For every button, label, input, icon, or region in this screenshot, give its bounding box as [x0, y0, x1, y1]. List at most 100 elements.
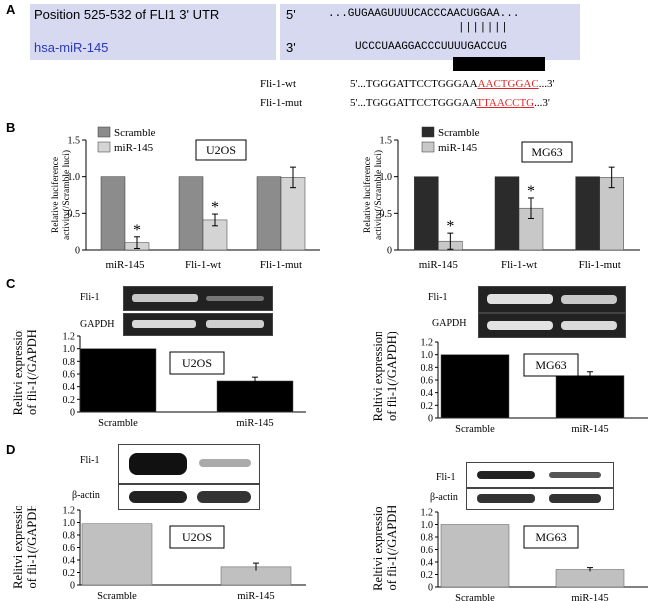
- bar: [599, 177, 624, 251]
- bar: [100, 176, 126, 251]
- y-tick-label: 0.4: [63, 382, 76, 393]
- bar: [178, 176, 204, 251]
- x-tick-label: miR-145: [236, 418, 273, 429]
- alignment-label-box: [30, 4, 276, 60]
- western-band: [197, 491, 251, 503]
- gel-band: [561, 295, 617, 304]
- gel-gapdh-c-right: [478, 313, 626, 338]
- x-tick-label: miR-145: [237, 591, 274, 601]
- legend-swatch: [97, 126, 111, 138]
- significance-star: *: [446, 218, 454, 235]
- bar: [256, 176, 282, 251]
- legend-label: miR-145: [114, 142, 154, 154]
- legend-label: miR-145: [438, 142, 478, 154]
- bar: [216, 380, 294, 413]
- y-axis-label: Relitvi expressionof fli-1(/GAPDH): [11, 330, 39, 415]
- cell-line-box: [169, 525, 225, 549]
- mut-construct-sequence: 5'...TGGGATTCCTGGGAATTAACCTG...3': [350, 97, 550, 109]
- gel-band: [487, 321, 553, 330]
- bar: [81, 523, 153, 586]
- x-tick-label: miR-145: [105, 259, 145, 271]
- cell-line-label: U2OS: [182, 356, 212, 370]
- mut-construct-label: Fli-1-mut: [260, 97, 303, 109]
- y-axis-label: Reltivi expressionof fli-1(/GAPDH): [371, 506, 399, 591]
- cell-line-label: MG63: [531, 145, 562, 159]
- x-tick-label: miR-145: [419, 259, 459, 271]
- legend-swatch: [421, 141, 435, 153]
- cell-line-box: [521, 141, 573, 163]
- cell-line-label: U2OS: [182, 530, 212, 544]
- y-axis-label-line: Reltivi expression: [371, 332, 385, 421]
- y-tick-label: 1.0: [63, 344, 76, 355]
- gel-label-fli1-c-left: Fli-1: [80, 292, 100, 303]
- y-tick-label: 0: [428, 414, 433, 425]
- cell-line-box: [523, 353, 579, 377]
- western-band: [549, 472, 601, 478]
- seed-region-block: [453, 57, 545, 71]
- gel-label-fli1-c-right: Fli-1: [428, 292, 448, 303]
- x-tick-label: Fli-1-wt: [185, 259, 221, 271]
- wt-seq-suffix: ...3': [538, 78, 555, 90]
- x-tick-label: miR-145: [571, 593, 608, 601]
- utr-sequence: ...GUGAAGUUUUCACCCAACUGGAA...: [328, 8, 520, 20]
- bar: [414, 176, 439, 251]
- wt-seq-prefix: 5'...TGGGATTCCTGGGAA: [350, 78, 478, 90]
- significance-star: *: [211, 199, 219, 216]
- legend-swatch: [97, 141, 111, 153]
- bar: [575, 176, 600, 251]
- y-tick-label: 1.2: [421, 338, 434, 349]
- y-tick-label: 0.2: [421, 401, 434, 412]
- x-tick-label: Scramble: [98, 418, 138, 429]
- x-tick-label: Fli-1-mut: [260, 259, 302, 271]
- western-band: [129, 491, 187, 503]
- wt-construct-label: Fli-1-wt: [260, 78, 297, 90]
- x-tick-label: Fli-1-mut: [579, 259, 621, 271]
- gel-fli1-c-right: [478, 286, 626, 313]
- western-band: [477, 494, 535, 503]
- gel-label-fli1-d-left: Fli-1: [80, 455, 100, 466]
- y-axis-label: Reltivi expressionof fli-1(/GAPDH): [371, 332, 399, 421]
- mut-seed-site: TTAACCTG: [476, 97, 535, 109]
- bar: [494, 176, 520, 251]
- y-tick-label: 0.8: [421, 533, 434, 544]
- gel-band: [206, 320, 264, 328]
- cell-line-box: [523, 525, 579, 549]
- mirna-name-label: hsa-miR-145: [34, 40, 109, 55]
- western-band: [477, 471, 535, 479]
- utr-position-label: Position 525-532 of FLI1 3' UTR: [34, 7, 220, 22]
- y-axis-label-line: of fli-1(/GAPDH): [385, 506, 399, 590]
- y-axis-label: Relative luciferenceactivity(/Scramble l…: [50, 150, 72, 240]
- panel-letter-b: B: [6, 120, 16, 135]
- y-tick-label: 0.6: [421, 545, 434, 556]
- utr-5prime-label: 5': [286, 7, 296, 22]
- bar: [555, 569, 625, 588]
- bar: [280, 177, 306, 251]
- luciferase-chart-mg63: 0 0.5 1.0 1.5 Relative luciferenceactivity(/…: [362, 126, 640, 271]
- y-tick-label: 1.0: [63, 518, 76, 529]
- legend-label: Scramble: [438, 127, 480, 139]
- bar: [440, 524, 510, 588]
- x-tick-label: Scramble: [455, 593, 495, 601]
- y-tick-label: 0: [70, 408, 75, 419]
- significance-star: *: [527, 183, 535, 200]
- y-axis-label-line: of fli-1(/GAPDH): [25, 506, 39, 588]
- y-tick-label: 1.5: [68, 136, 81, 147]
- bar: [79, 348, 157, 413]
- gel-band: [487, 294, 553, 304]
- x-tick-label: miR-145: [571, 424, 608, 435]
- y-tick-label: 0.8: [63, 531, 76, 542]
- cell-line-label: MG63: [535, 358, 566, 372]
- mut-seq-prefix: 5'...TGGGATTCCTGGGAA: [350, 97, 477, 109]
- y-tick-label: 0.8: [63, 357, 76, 368]
- y-tick-label: 0: [428, 583, 433, 594]
- y-tick-label: 1.2: [63, 506, 76, 517]
- mut-seq-suffix: ...3': [534, 97, 550, 109]
- gel-band: [206, 296, 264, 301]
- y-tick-label: 1.0: [421, 520, 434, 531]
- pairing-lines: |||||||: [458, 22, 509, 34]
- y-axis-label-line: of fli-1(/GAPDH): [25, 330, 39, 415]
- expression-chart-c-mg63: 0 0.2 0.40.6 0.8 1.01.2 Reltivi expressionof …: [371, 332, 648, 435]
- y-tick-label: 1.2: [63, 332, 76, 343]
- y-axis-label-line: Relitvi expression: [11, 506, 25, 589]
- y-tick-label: 1.0: [380, 172, 393, 183]
